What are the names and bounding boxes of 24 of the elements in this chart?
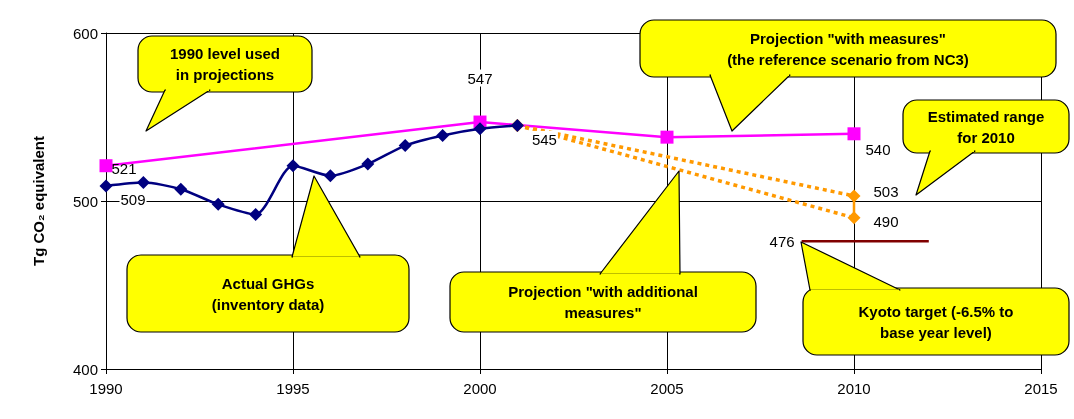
y-tick-label: 600 (72, 24, 98, 42)
annotation: 1990 level used in projections (169, 44, 281, 85)
data-label: 503 (873, 183, 899, 201)
y-tick-label: 500 (72, 192, 98, 210)
x-tick-label: 2010 (837, 380, 871, 397)
y-tick-label: 400 (72, 360, 98, 378)
annotation: Projection "with measures" (the reference scenario from NC3) (727, 28, 969, 70)
data-label: 490 (873, 213, 899, 231)
x-tick-label: 1995 (276, 380, 310, 397)
annotation: Projection "with additional measures" (508, 282, 698, 323)
x-tick-label: 2005 (650, 380, 684, 397)
x-tick-label: 2000 (463, 380, 497, 397)
data-label: 476 (769, 232, 795, 250)
data-label: 509 (120, 191, 146, 209)
x-tick-label: 1990 (89, 380, 123, 397)
data-label: 547 (467, 69, 493, 87)
annotation: Estimated range for 2010 (927, 106, 1045, 148)
x-tick-label: 2015 (1024, 380, 1058, 397)
data-label: 540 (865, 141, 891, 159)
annotation: Actual GHGs (inventory data) (211, 273, 325, 315)
data-label: 521 (111, 160, 137, 178)
data-label: 545 (531, 130, 557, 148)
y-axis-title: Tg CO₂ equivalent (30, 135, 47, 267)
annotation: Kyoto target (-6.5% to base year level) (858, 301, 1014, 343)
